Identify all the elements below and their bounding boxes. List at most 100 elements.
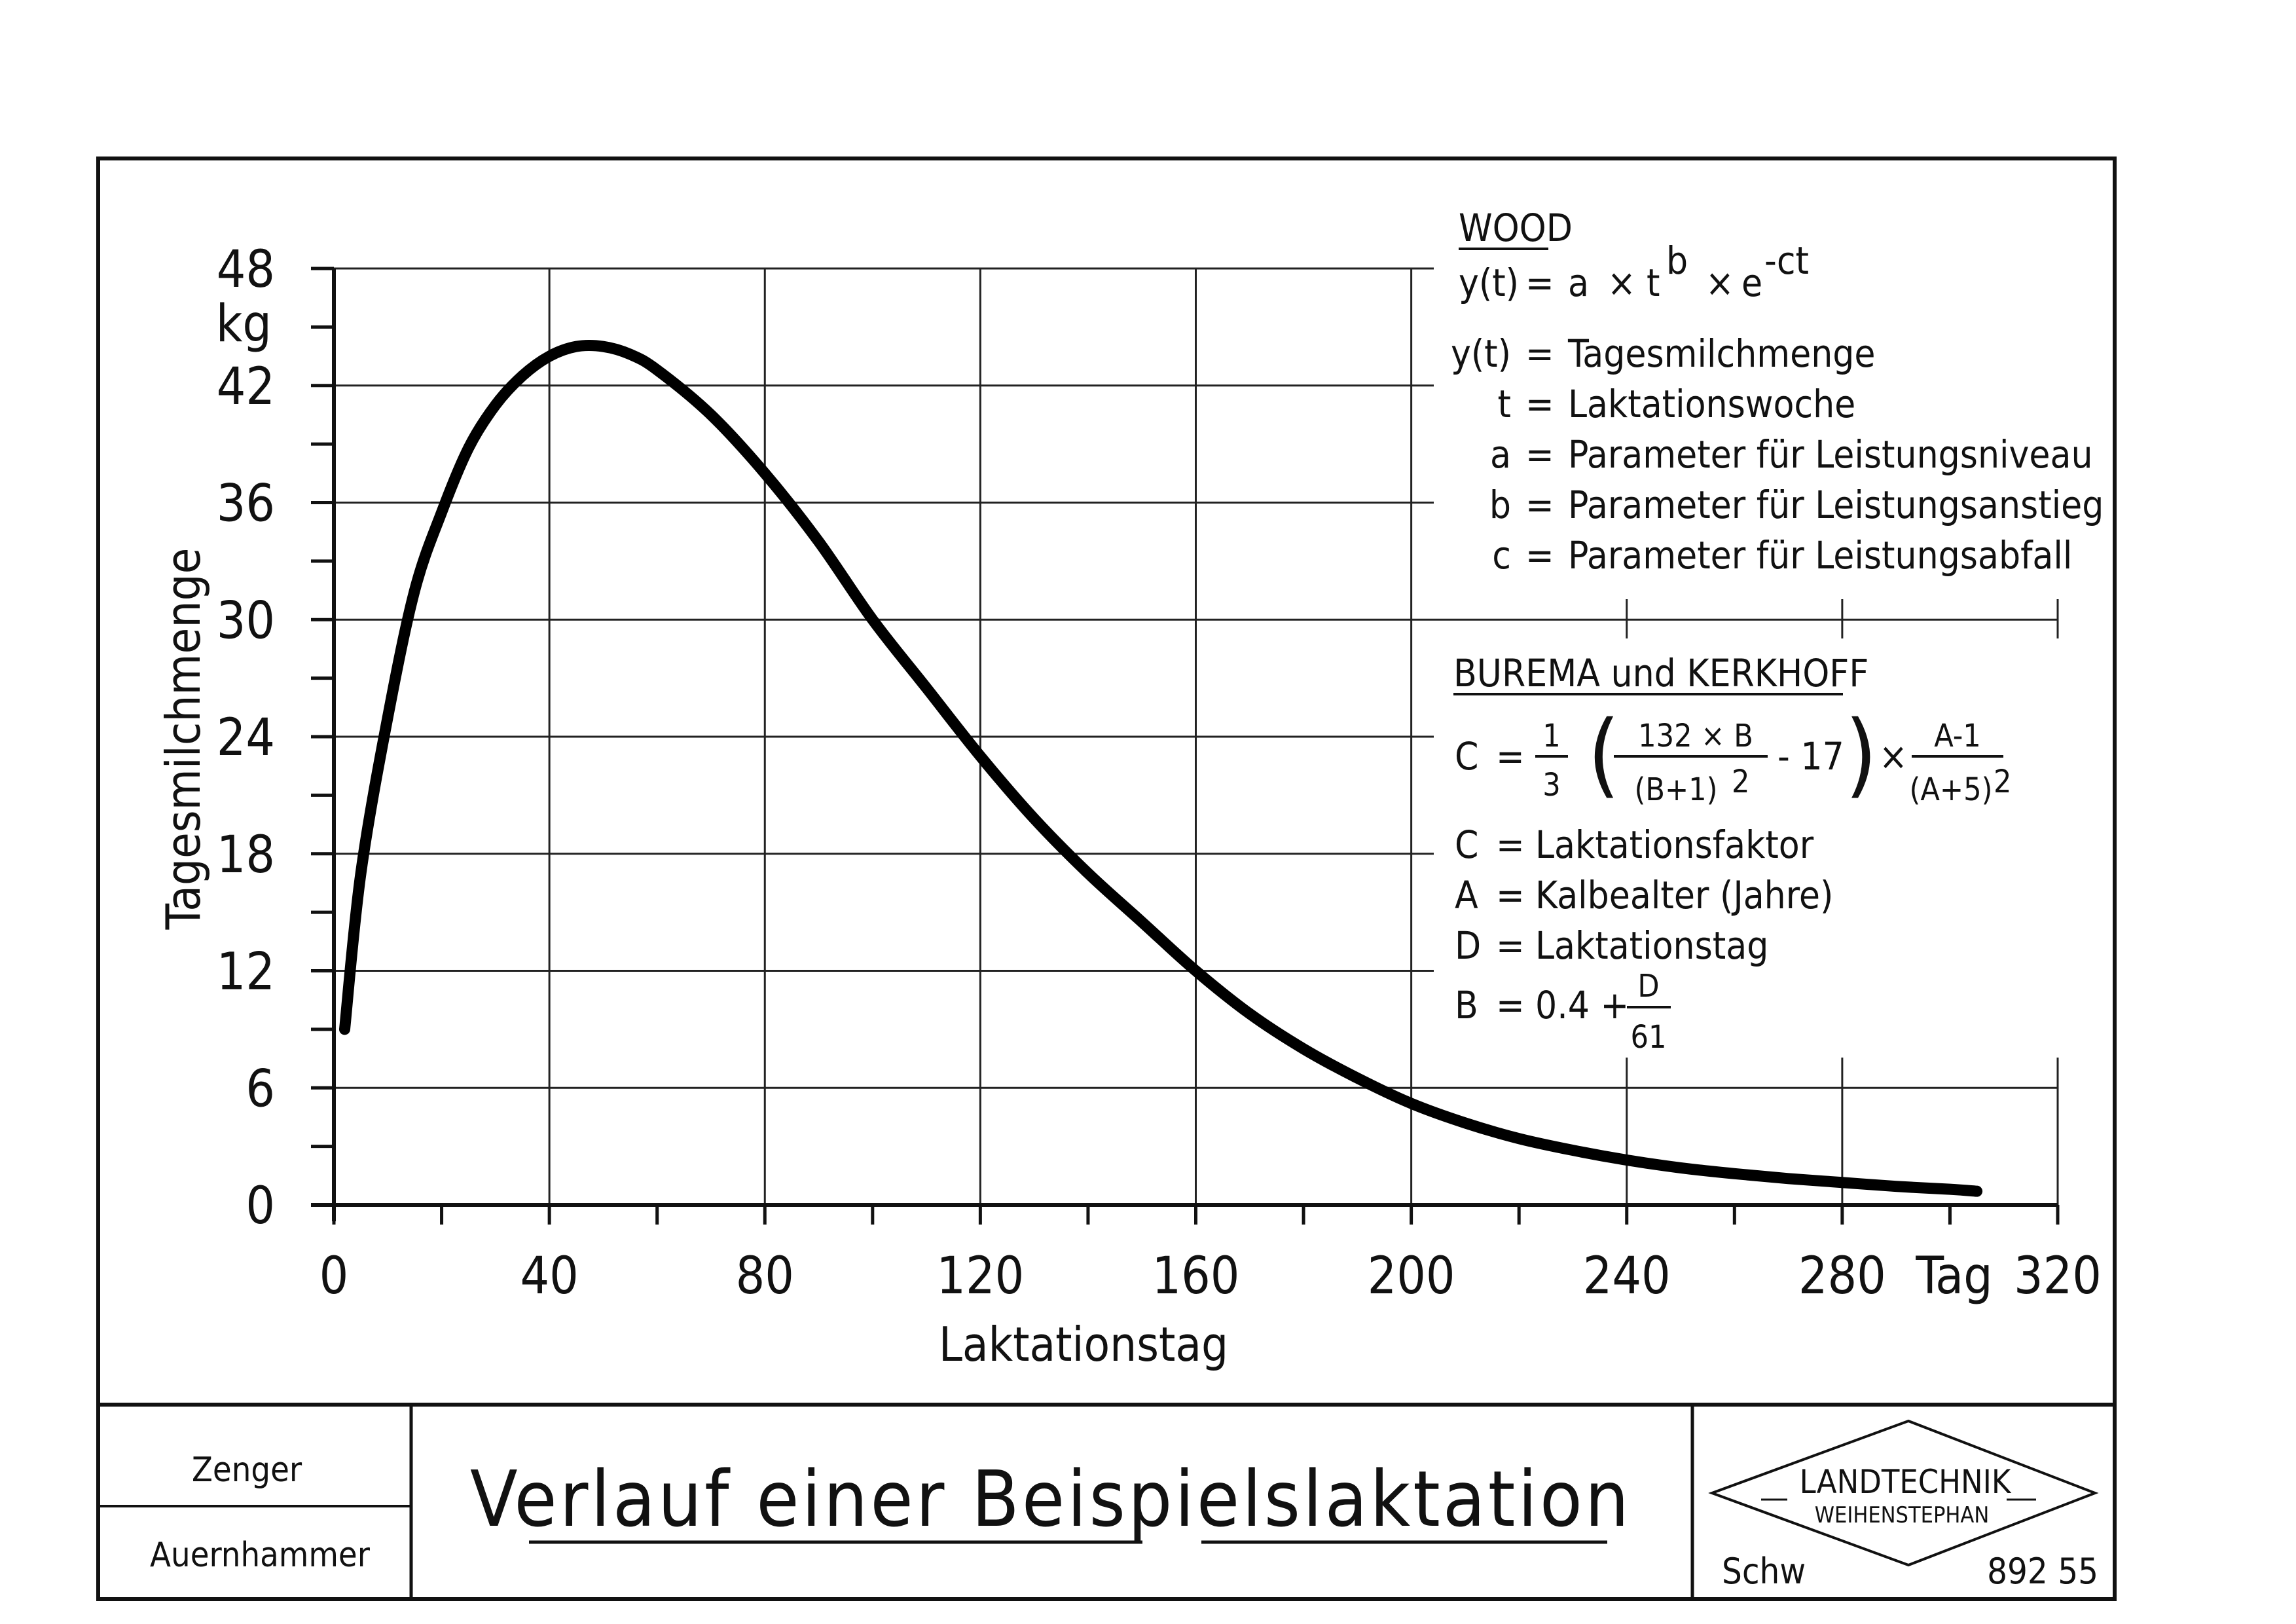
wood-def-symbol: c xyxy=(1492,533,1511,578)
burema-def-desc: Kalbealter (Jahre) xyxy=(1535,873,1833,917)
logo-sub-text: WEIHENSTEPHAN xyxy=(1815,1502,1989,1528)
wood-formula-e: e xyxy=(1741,261,1762,305)
y-tick-label: 42 xyxy=(217,358,275,416)
title-block: Zenger Auernhammer Verlauf einer Beispie… xyxy=(150,1419,2099,1592)
burema-def-desc: Laktationstag xyxy=(1535,923,1768,968)
wood-def-symbol: y(t) xyxy=(1451,331,1511,376)
wood-formula: y(t) = a × t b × e -ct xyxy=(1459,238,1809,305)
x-tick-label: 200 xyxy=(1368,1247,1455,1306)
logo-diamond xyxy=(1708,1419,2099,1567)
y-tick-label: 12 xyxy=(217,943,275,1002)
burema-b-eq: = xyxy=(1496,983,1525,1027)
wood-def-symbol: b xyxy=(1489,483,1511,527)
wood-def-eq: = xyxy=(1525,432,1554,477)
burema-def-eq: = xyxy=(1496,822,1525,867)
x-tick-labels: 0 40 80 120 160 200 240 280 320 xyxy=(319,1247,2102,1306)
burema-times: × xyxy=(1879,734,1908,779)
y-axis-title: Tagesmilchmenge xyxy=(156,548,211,931)
y-tick-label: 30 xyxy=(217,591,275,650)
burema-den1: (B+1) xyxy=(1635,771,1718,808)
burema-num2: A-1 xyxy=(1934,718,1981,754)
burema-lhs: C xyxy=(1455,734,1478,779)
y-tick-label: 0 xyxy=(246,1177,275,1236)
x-unit-label: Tag xyxy=(1915,1247,1993,1306)
burema-frac-three: 3 xyxy=(1542,767,1560,803)
wood-def-eq: = xyxy=(1525,533,1554,578)
burema-paren-close: ) xyxy=(1845,701,1877,808)
burema-formula: C = 1 3 ( 132 × B (B+1) 2 - 17 ) × A-1 (… xyxy=(1455,701,2011,808)
wood-def-desc: Parameter für Leistungsniveau xyxy=(1568,432,2093,477)
wood-formula-eq: = xyxy=(1525,261,1554,305)
burema-def-symbol: C xyxy=(1455,822,1478,867)
burema-minus17: - 17 xyxy=(1777,734,1844,779)
drawing-number: 892 55 xyxy=(1987,1551,2098,1592)
wood-def-desc: Tagesmilchmenge xyxy=(1567,331,1876,376)
x-tick-label: 0 xyxy=(319,1247,349,1306)
sheet-frame xyxy=(96,157,2117,1601)
wood-formula-times2: × xyxy=(1705,261,1734,305)
wood-heading: WOOD xyxy=(1459,206,1573,250)
wood-panel-bg xyxy=(1434,200,2102,599)
burema-b-expr: 0.4 + xyxy=(1535,983,1629,1027)
x-tick-label: 40 xyxy=(520,1247,578,1306)
burema-den2-sq: 2 xyxy=(1994,764,2011,800)
wood-formula-lhs: y(t) xyxy=(1459,261,1519,305)
wood-def-desc: Laktationswoche xyxy=(1568,382,1855,426)
burema-def-desc: Laktationsfaktor xyxy=(1535,822,1814,867)
author-2: Auernhammer xyxy=(150,1536,371,1575)
lactation-curve xyxy=(338,339,1983,1197)
x-tick-label: 160 xyxy=(1152,1247,1240,1306)
y-tick-label: 18 xyxy=(217,826,275,885)
x-tick-label: 320 xyxy=(2014,1247,2102,1306)
burema-b-num: D xyxy=(1637,968,1659,1005)
y-tick-labels: 0 6 12 18 24 30 36 42 48 xyxy=(217,240,275,1236)
landtechnik-logo: LANDTECHNIK WEIHENSTEPHAN xyxy=(1708,1419,2099,1567)
y-unit-label: kg xyxy=(216,295,272,354)
wood-def-desc: Parameter für Leistungsabfall xyxy=(1568,533,2072,578)
wood-def-desc: Parameter für Leistungsanstieg xyxy=(1568,483,2104,527)
chart-axes xyxy=(311,267,2060,1225)
burema-den2: (A+5) xyxy=(1910,771,1993,808)
burema-b-den: 61 xyxy=(1631,1019,1667,1056)
x-tick-label: 280 xyxy=(1798,1247,1886,1306)
y-tick-label: 48 xyxy=(217,240,275,299)
burema-den1-sq: 2 xyxy=(1732,764,1749,800)
wood-def-eq: = xyxy=(1525,483,1554,527)
burema-b-def: B = 0.4 + D 61 xyxy=(1455,968,1671,1056)
wood-def-symbol: t xyxy=(1498,382,1511,426)
burema-heading: BUREMA und KERKHOFF xyxy=(1453,651,1868,695)
drawing-title: Verlauf einer Beispielslaktation xyxy=(470,1454,1631,1544)
wood-definitions: y(t) = Tagesmilchmenge t = Laktationswoche a = P… xyxy=(1451,331,2104,578)
formula-panel: WOOD y(t) = a × t b × e -ct y(t) = Tagesmi… xyxy=(1434,200,2104,1058)
burema-def-eq: = xyxy=(1496,873,1525,917)
wood-formula-times1: × xyxy=(1607,261,1636,305)
wood-def-eq: = xyxy=(1525,331,1554,376)
burema-b-sym: B xyxy=(1455,983,1478,1027)
wood-def-eq: = xyxy=(1525,382,1554,426)
author-1: Zenger xyxy=(192,1450,302,1490)
y-tick-label: 24 xyxy=(217,709,275,767)
wood-formula-t: t xyxy=(1647,261,1660,305)
burema-frac-one: 1 xyxy=(1542,718,1560,754)
y-tick-label: 6 xyxy=(246,1060,275,1118)
burema-panel-bg xyxy=(1434,638,2102,1058)
burema-def-symbol: A xyxy=(1455,873,1478,917)
wood-formula-b-exp: b xyxy=(1666,238,1688,283)
x-tick-label: 240 xyxy=(1583,1247,1671,1306)
y-tick-label: 36 xyxy=(217,475,275,534)
x-tick-label: 120 xyxy=(936,1247,1024,1306)
drawer-initials: Schw xyxy=(1722,1551,1806,1592)
burema-num1: 132 × B xyxy=(1638,718,1753,754)
wood-def-symbol: a xyxy=(1490,432,1511,477)
x-axis-title: Laktationstag xyxy=(939,1317,1228,1372)
burema-eq: = xyxy=(1496,734,1525,779)
burema-def-eq: = xyxy=(1496,923,1525,968)
burema-paren-open: ( xyxy=(1588,701,1620,808)
wood-formula-ct-exp: -ct xyxy=(1764,238,1809,283)
x-tick-label: 80 xyxy=(736,1247,794,1306)
burema-def-symbol: D xyxy=(1455,923,1481,968)
wood-formula-a: a xyxy=(1568,261,1589,305)
logo-main-text: LANDTECHNIK xyxy=(1800,1463,2012,1501)
